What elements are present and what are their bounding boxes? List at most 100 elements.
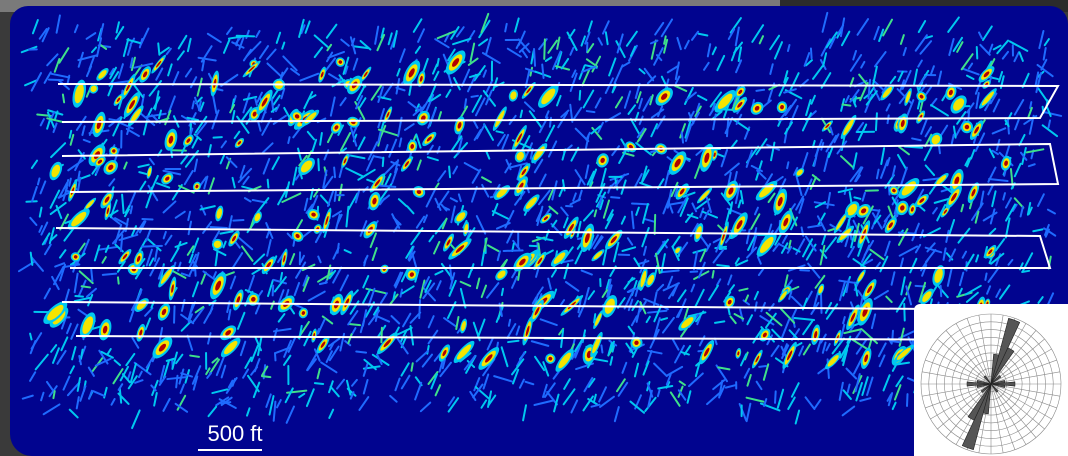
lineament <box>447 396 456 407</box>
intensity-hotspot <box>318 66 327 83</box>
lineament <box>992 98 1001 113</box>
intensity-hotspot <box>70 252 81 262</box>
lineament <box>647 309 668 314</box>
lineament <box>421 353 434 368</box>
lineament <box>138 220 147 234</box>
lineament <box>897 231 917 235</box>
lineament <box>613 406 620 423</box>
lineament <box>547 140 558 158</box>
lineament <box>459 280 472 287</box>
lineament <box>991 127 1007 135</box>
lineament <box>690 283 696 293</box>
lineament <box>592 393 597 404</box>
lineament <box>111 216 121 225</box>
lineament <box>531 296 538 305</box>
lineament <box>428 234 435 243</box>
lineament <box>379 184 397 188</box>
rose-petal <box>990 347 1015 385</box>
intensity-hotspot <box>884 217 897 234</box>
lineament <box>138 238 148 252</box>
lineament <box>812 65 824 80</box>
lineament <box>914 34 928 52</box>
lineament <box>671 338 680 351</box>
lineament <box>316 367 321 380</box>
lineament <box>635 301 643 323</box>
lineament <box>562 217 569 229</box>
lineament <box>855 381 863 402</box>
lineament <box>547 277 552 290</box>
lineament <box>414 45 422 54</box>
intensity-hotspot <box>916 91 927 102</box>
lineament <box>500 346 509 368</box>
lineament <box>108 178 116 187</box>
lineament <box>746 373 752 387</box>
rose-spoke <box>990 383 1027 445</box>
lineament <box>66 322 72 335</box>
lineament <box>1019 151 1028 161</box>
lineament <box>753 290 759 301</box>
lineament <box>585 58 599 68</box>
lineament <box>1013 51 1020 63</box>
lineament <box>180 272 191 278</box>
lineament <box>994 238 1006 252</box>
lineament <box>653 304 663 323</box>
lineament <box>484 36 492 56</box>
lineament <box>81 238 90 257</box>
lineament <box>580 35 586 47</box>
lineament <box>242 175 250 186</box>
lineament <box>77 242 86 254</box>
lineament <box>563 263 570 280</box>
lineament <box>562 388 576 406</box>
intensity-hotspot <box>904 87 912 106</box>
lineament <box>643 217 656 223</box>
lineament <box>419 279 426 299</box>
lineament <box>478 19 491 39</box>
lineament <box>220 396 233 407</box>
lineament <box>73 272 79 294</box>
lineament <box>303 330 312 347</box>
lineament <box>137 370 143 379</box>
rose-diagram-panel <box>914 304 1068 456</box>
lineament <box>591 55 602 73</box>
lineament <box>620 61 631 68</box>
lineament <box>186 37 192 53</box>
intensity-hotspot <box>215 205 224 222</box>
lineament <box>79 385 87 402</box>
lineament <box>1002 192 1006 201</box>
lineament <box>734 26 740 47</box>
lineament <box>576 220 582 238</box>
lineament <box>253 253 266 266</box>
lineament <box>219 230 234 235</box>
lineament <box>750 164 763 173</box>
lineament <box>586 43 595 54</box>
lineament <box>372 306 380 316</box>
lineament <box>1046 208 1056 215</box>
lineament <box>424 279 432 293</box>
lineament <box>491 210 510 220</box>
lineament <box>261 365 269 377</box>
lineament <box>109 66 118 80</box>
lineament <box>634 173 643 188</box>
lineament <box>377 86 384 103</box>
lineament <box>139 180 147 191</box>
lineament <box>1037 87 1050 104</box>
lineament <box>587 397 599 406</box>
lineament <box>584 31 591 45</box>
lineament <box>398 137 403 148</box>
lineament <box>602 248 608 266</box>
lineament <box>900 276 906 296</box>
lineament <box>237 167 253 184</box>
lineament <box>580 65 597 74</box>
lineament <box>1045 105 1052 118</box>
lineament <box>336 242 340 254</box>
intensity-hotspot <box>403 60 421 86</box>
lineament <box>247 274 256 294</box>
lineament <box>924 35 934 40</box>
lineament <box>418 299 422 320</box>
lineament <box>989 92 998 105</box>
lineament <box>816 215 827 232</box>
lineament <box>613 64 624 85</box>
lineament <box>802 343 811 356</box>
lineament <box>355 350 368 354</box>
lineament <box>828 36 837 49</box>
